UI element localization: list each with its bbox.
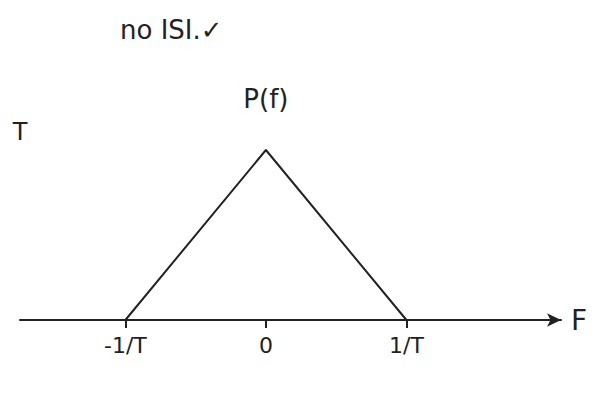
svg-text:0: 0 — [259, 333, 273, 358]
svg-text:1/T: 1/T — [389, 333, 424, 358]
svg-text:-1/T: -1/T — [104, 333, 147, 358]
svg-text:no ISI.✓: no ISI.✓ — [120, 15, 223, 45]
svg-text:T: T — [12, 118, 28, 146]
svg-text:P(f): P(f) — [243, 84, 288, 114]
svg-text:F: F — [571, 304, 587, 337]
